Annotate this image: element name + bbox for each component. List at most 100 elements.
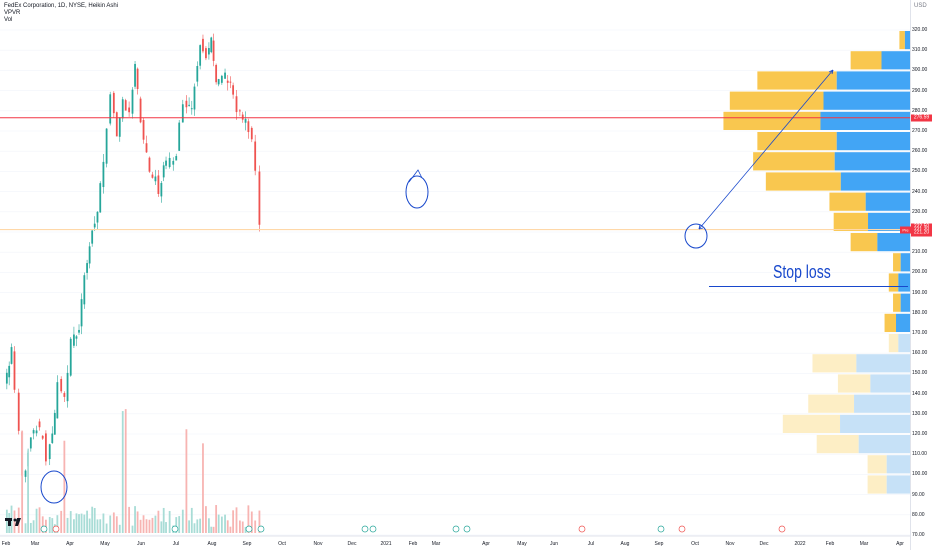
price-tick-label: 160.00 bbox=[912, 350, 928, 357]
volume-bar bbox=[151, 517, 154, 533]
volume-bar bbox=[139, 519, 142, 533]
candle-body bbox=[190, 108, 193, 110]
volume-bar bbox=[121, 411, 124, 533]
volume-profile-bar-down bbox=[868, 212, 910, 231]
volume-bar bbox=[35, 508, 38, 533]
volume-bar bbox=[154, 515, 157, 533]
event-marker-icon bbox=[52, 525, 60, 533]
indicator-volume-label[interactable]: Vol bbox=[4, 17, 13, 23]
candle-body bbox=[232, 85, 235, 95]
volume-bar bbox=[60, 510, 63, 533]
candle-body bbox=[13, 351, 16, 390]
price-tick-label: 280.00 bbox=[912, 107, 928, 114]
circle-drawing bbox=[684, 223, 708, 249]
event-marker-icon bbox=[678, 525, 686, 533]
price-tick-label: 260.00 bbox=[912, 148, 928, 155]
currency-label[interactable]: USD bbox=[914, 3, 927, 9]
stop-loss-label[interactable]: Stop loss bbox=[773, 262, 831, 282]
volume-profile-bar-up bbox=[812, 354, 857, 373]
volume-bar bbox=[196, 519, 199, 533]
time-tick-label: Dec bbox=[759, 541, 769, 547]
candle-body bbox=[220, 75, 223, 83]
volume-bar bbox=[134, 506, 136, 533]
volume-profile-bar-down bbox=[836, 71, 910, 90]
candle-body bbox=[83, 275, 86, 305]
time-tick-label: May bbox=[517, 541, 527, 547]
volume-bar bbox=[145, 519, 148, 533]
candle-body bbox=[10, 347, 13, 364]
candle-body bbox=[109, 94, 112, 124]
event-marker-icon bbox=[245, 525, 253, 533]
volume-profile-bar-down bbox=[865, 192, 910, 211]
pre-market-badge: Pre bbox=[900, 226, 911, 234]
price-badge: 221.20 bbox=[911, 229, 932, 237]
volume-profile-bar-up bbox=[850, 233, 878, 252]
time-tick-label: Feb bbox=[825, 541, 835, 547]
volume-profile-bar-down bbox=[823, 91, 910, 110]
candle-body bbox=[75, 336, 78, 339]
candle-body bbox=[78, 329, 80, 333]
volume-bar bbox=[247, 505, 250, 533]
time-tick-label: Jul bbox=[172, 541, 180, 547]
volume-profile-bar-up bbox=[893, 253, 901, 272]
event-marker-icon bbox=[463, 525, 471, 533]
candle-body bbox=[244, 118, 247, 123]
candle-body bbox=[148, 157, 151, 172]
volume-profile-bar-up bbox=[757, 132, 837, 151]
candle-body bbox=[102, 161, 105, 188]
candle-body bbox=[185, 100, 188, 108]
volume-bar bbox=[250, 511, 253, 533]
volume-profile-bar-up bbox=[753, 152, 835, 171]
arrow-head-icon bbox=[828, 69, 834, 75]
chart-legend: FedEx Corporation, 1D, NYSE, Heikin Ashi… bbox=[4, 3, 118, 24]
candle-body bbox=[165, 160, 167, 166]
indicator-vpvr-label[interactable]: VPVR bbox=[4, 10, 21, 16]
symbol-title[interactable]: FedEx Corporation, 1D, NYSE, Heikin Ashi bbox=[4, 3, 119, 9]
volume-bar bbox=[162, 507, 165, 533]
volume-bar bbox=[78, 514, 80, 533]
volume-bar bbox=[193, 523, 196, 533]
candle-body bbox=[45, 433, 47, 462]
price-chart[interactable] bbox=[0, 0, 910, 550]
trend-arrow-line bbox=[698, 69, 834, 230]
volume-bar bbox=[88, 518, 91, 533]
volume-profile-bar-up bbox=[867, 475, 887, 494]
candle-body bbox=[250, 127, 253, 140]
volume-profile-bar-down bbox=[898, 273, 910, 292]
candle-body bbox=[63, 393, 66, 397]
candle-body bbox=[142, 120, 145, 140]
volume-bar bbox=[226, 520, 229, 533]
candle-body bbox=[53, 412, 56, 435]
volume-bar bbox=[80, 513, 83, 533]
candle-body bbox=[80, 299, 83, 327]
price-tick-label: 180.00 bbox=[912, 309, 928, 316]
volume-bar bbox=[102, 513, 105, 533]
price-tick-label: 120.00 bbox=[912, 431, 928, 437]
time-tick-label: Sep bbox=[242, 541, 252, 547]
volume-bar bbox=[212, 526, 215, 533]
candle-body bbox=[181, 104, 184, 123]
price-axis[interactable] bbox=[910, 0, 932, 550]
candle-body bbox=[66, 372, 69, 402]
price-tick-label: 150.00 bbox=[912, 370, 928, 377]
volume-bar bbox=[99, 519, 102, 533]
volume-bar bbox=[254, 520, 257, 533]
candle-body bbox=[51, 433, 54, 444]
candle-body bbox=[56, 382, 59, 419]
volume-bar bbox=[105, 523, 108, 533]
volume-bar bbox=[136, 511, 139, 533]
volume-bar bbox=[75, 513, 78, 533]
price-tick-label: 240.00 bbox=[912, 188, 928, 195]
volume-bar bbox=[235, 507, 238, 533]
volume-bar bbox=[69, 511, 72, 533]
event-marker-icon bbox=[40, 525, 48, 533]
volume-bar bbox=[51, 518, 54, 533]
volume-bar bbox=[188, 520, 191, 533]
volume-bar bbox=[175, 517, 178, 533]
candle-body bbox=[162, 165, 165, 178]
candle-body bbox=[134, 63, 136, 87]
volume-profile-bar-down bbox=[877, 233, 910, 252]
volume-bar bbox=[168, 510, 171, 533]
volume-bar bbox=[86, 510, 88, 533]
